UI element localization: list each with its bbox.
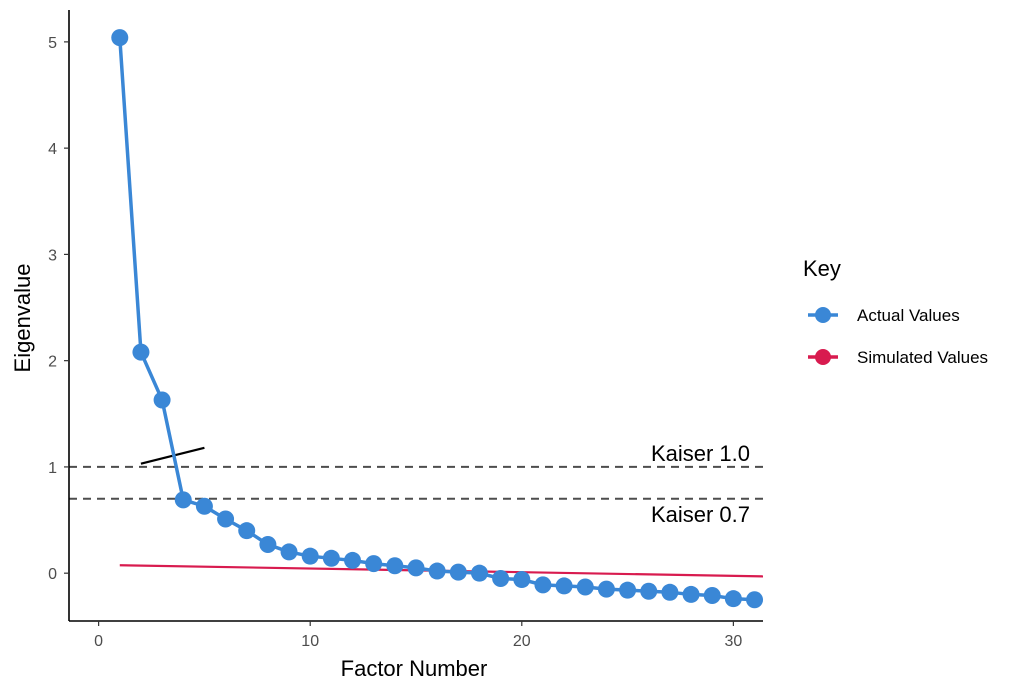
actual-point	[534, 576, 552, 594]
reference-lines	[69, 465, 763, 500]
y-axis-ticks: 0 1 2 3 4 5	[48, 35, 69, 583]
legend-actual-marker	[815, 307, 831, 323]
plot-area: Kaiser 1.0 Kaiser 0.7	[69, 29, 764, 609]
legend-label-simulated: Simulated Values	[857, 348, 988, 367]
actual-point	[597, 580, 615, 598]
actual-point	[132, 343, 150, 361]
actual-point	[619, 581, 637, 599]
kaiser-label: Kaiser 1.0	[651, 441, 750, 466]
actual-point	[322, 549, 340, 567]
actual-point	[259, 535, 277, 553]
kaiser-labels: Kaiser 1.0 Kaiser 0.7	[651, 441, 750, 527]
actual-point	[470, 564, 488, 582]
y-tick-label: 3	[48, 247, 57, 264]
actual-point	[301, 547, 319, 565]
actual-point	[640, 582, 658, 600]
actual-point	[280, 543, 298, 561]
actual-point	[195, 497, 213, 515]
legend: Key Actual Values Simulated Values	[803, 256, 988, 367]
actual-point	[428, 562, 446, 580]
axes: 0 10 20 30 0 1 2 3 4 5	[48, 10, 763, 650]
legend-item-actual: Actual Values	[808, 306, 960, 325]
actual-point	[724, 590, 742, 608]
y-tick-label: 0	[48, 566, 57, 583]
legend-simulated-marker	[815, 349, 831, 365]
actual-series	[111, 29, 764, 609]
y-tick-label: 5	[48, 35, 57, 52]
actual-point	[513, 571, 531, 589]
y-tick-label: 2	[48, 354, 57, 371]
x-axis-title: Factor Number	[341, 656, 488, 681]
y-tick-label: 1	[48, 460, 57, 477]
actual-point	[661, 583, 679, 601]
actual-point	[386, 557, 404, 575]
x-tick-label: 30	[724, 633, 742, 650]
y-tick-label: 4	[48, 141, 57, 158]
kaiser-label: Kaiser 0.7	[651, 502, 750, 527]
actual-point	[576, 578, 594, 596]
actual-point	[555, 577, 573, 595]
legend-title: Key	[803, 256, 841, 281]
x-axis-ticks: 0 10 20 30	[94, 621, 742, 650]
x-tick-label: 10	[301, 633, 319, 650]
actual-point	[174, 491, 192, 509]
actual-point	[703, 586, 721, 604]
actual-point	[238, 522, 256, 540]
y-axis-title: Eigenvalue	[10, 264, 35, 373]
x-tick-label: 20	[513, 633, 531, 650]
actual-point	[111, 29, 129, 47]
actual-point	[492, 569, 510, 587]
actual-point	[407, 559, 425, 577]
legend-item-simulated: Simulated Values	[808, 348, 988, 367]
actual-point	[344, 551, 362, 569]
actual-point	[449, 563, 467, 581]
x-tick-label: 0	[94, 633, 103, 650]
legend-label-actual: Actual Values	[857, 306, 960, 325]
actual-point	[153, 391, 171, 409]
actual-point	[746, 591, 764, 609]
actual-point	[365, 555, 383, 573]
actual-point	[682, 585, 700, 603]
actual-point	[217, 510, 235, 528]
